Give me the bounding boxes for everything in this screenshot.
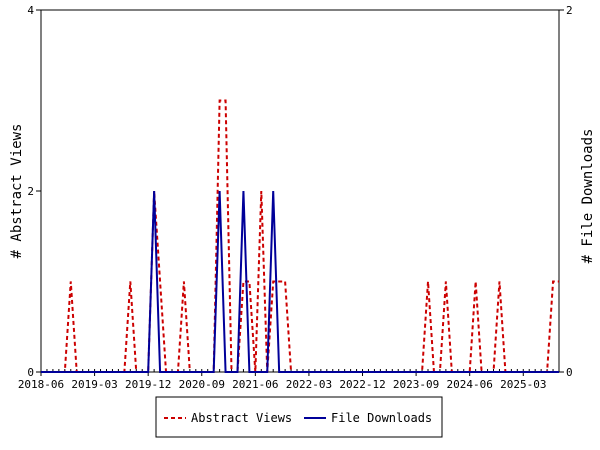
legend-box <box>155 396 443 438</box>
x-ticks: 2018-06 2019-03 2019-12 2020-09 2021-06 2022-… <box>18 369 560 391</box>
left-y-tick-label: 0 <box>27 366 34 379</box>
x-tick-label: 2019-12 <box>125 378 171 391</box>
right-axis-title: # File Downloads <box>580 129 596 264</box>
x-tick-label: 2022-12 <box>339 378 385 391</box>
x-tick-label: 2023-09 <box>393 378 439 391</box>
x-tick-label: 2019-03 <box>71 378 117 391</box>
x-tick-label: 2025-03 <box>500 378 546 391</box>
plot-frame <box>40 9 560 373</box>
left-y-ticks: 0 2 4 <box>27 4 41 379</box>
x-tick-label: 2021-06 <box>232 378 278 391</box>
right-y-tick-label: 0 <box>566 366 573 379</box>
legend-label-abstract-views: Abstract Views <box>191 411 292 425</box>
right-y-ticks: 02 <box>559 4 573 379</box>
right-y-tick-label: 2 <box>566 4 573 17</box>
x-tick-label: 2022-03 <box>286 378 332 391</box>
series-layer <box>41 99 559 373</box>
x-tick-label: 2018-06 <box>18 378 64 391</box>
x-tick-label: 2020-09 <box>179 378 225 391</box>
series-line-file-downloads <box>41 190 559 373</box>
left-y-tick-label: 4 <box>27 4 34 17</box>
x-tick-label: 2024-06 <box>447 378 493 391</box>
left-y-tick-label: 2 <box>27 185 34 198</box>
legend-label-file-downloads: File Downloads <box>331 411 432 425</box>
left-axis-title: # Abstract Views <box>9 124 25 259</box>
legend: Abstract Views File Downloads <box>155 396 443 438</box>
